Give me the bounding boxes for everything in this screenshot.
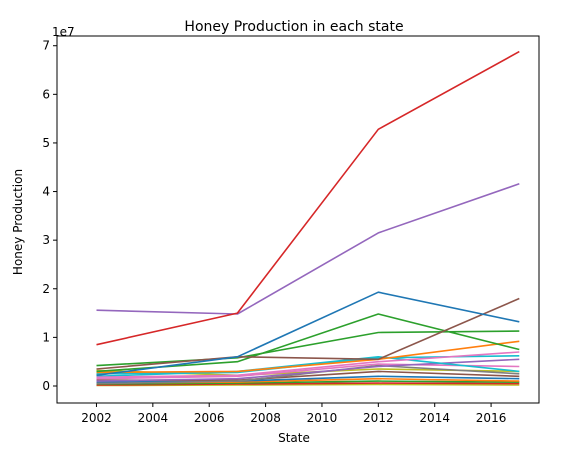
series-line-11 — [96, 363, 520, 380]
series-layer — [96, 50, 520, 387]
y-tick-label: 5 — [42, 136, 50, 150]
series-line-18 — [96, 380, 520, 385]
x-tick-label: 2002 — [81, 411, 112, 425]
y-tick-label: 7 — [42, 39, 50, 53]
series-line-1 — [96, 50, 520, 346]
y-tick-label: 1 — [42, 330, 50, 344]
x-tick-label: 2010 — [307, 411, 338, 425]
series-line-3 — [96, 291, 520, 377]
tick-layer: 2002 2004 2006 2008 2010 2012 2014 2016 0 1 2 3 4 5 6 7 — [42, 39, 506, 425]
x-tick-label: 2004 — [138, 411, 169, 425]
x-tick-label: 2006 — [194, 411, 225, 425]
x-tick-label: 2008 — [250, 411, 281, 425]
y-tick-label: 2 — [42, 282, 50, 296]
plot-area-frame — [56, 35, 540, 404]
y-tick-label: 0 — [42, 379, 50, 393]
y-offset-label: 1e7 — [52, 25, 75, 39]
series-line-7 — [96, 340, 520, 374]
x-tick-label: 2014 — [419, 411, 450, 425]
series-line-6 — [96, 297, 520, 370]
series-line-2 — [96, 183, 520, 315]
series-line-13 — [96, 358, 520, 382]
y-tick-label: 4 — [42, 185, 50, 199]
x-tick-label: 2016 — [476, 411, 507, 425]
y-tick-label: 6 — [42, 87, 50, 101]
x-tick-label: 2012 — [363, 411, 394, 425]
x-axis-label: State — [278, 431, 310, 445]
y-axis-label: Honey Production — [11, 169, 25, 275]
series-line-10 — [96, 351, 520, 378]
y-tick-label: 3 — [42, 233, 50, 247]
series-line-19 — [96, 382, 520, 386]
chart-title: Honey Production in each state — [184, 19, 403, 35]
